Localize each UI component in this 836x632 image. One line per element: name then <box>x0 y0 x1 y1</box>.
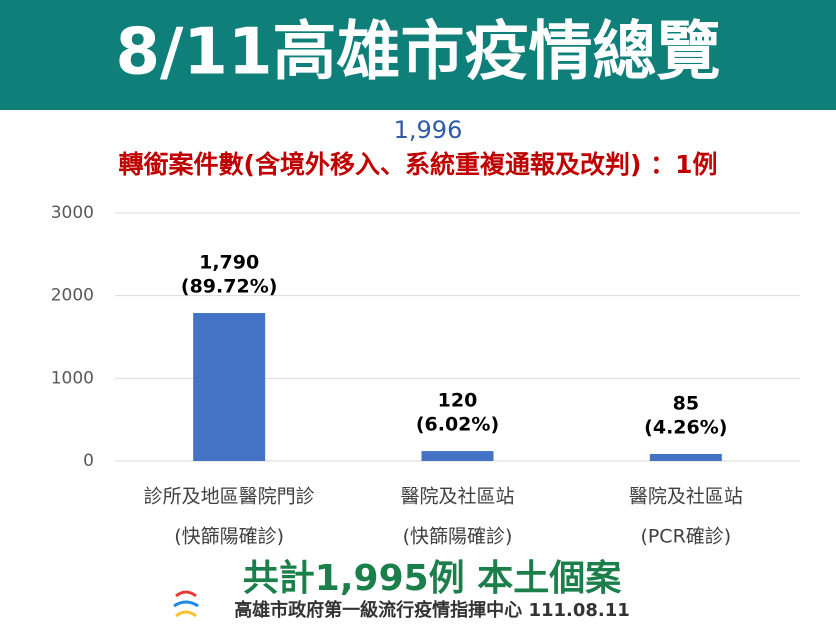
x-tick-label: 醫院及社區站 <box>629 486 743 508</box>
x-tick-label: 診所及地區醫院門診 <box>144 486 315 508</box>
x-tick-note: (快篩陽確診) <box>403 526 513 548</box>
chart-title: 8/11高雄市疫情總覽 <box>116 16 721 90</box>
value-label: 85 <box>673 392 699 414</box>
y-tick-label: 1000 <box>51 368 94 388</box>
percent-label: (89.72%) <box>181 276 278 298</box>
y-tick-label: 2000 <box>51 286 94 306</box>
bar <box>193 313 266 461</box>
x-tick-note: (快篩陽確診) <box>174 526 284 548</box>
source: 高雄市政府第一級流行疫情指揮中心 111.08.11 <box>234 599 630 621</box>
total-label: 1,996 <box>394 116 463 144</box>
y-tick-label: 0 <box>83 451 94 471</box>
summary: 共計1,995例 本土個案 <box>243 558 622 599</box>
x-tick-note: (PCR確診) <box>640 526 731 548</box>
header-band <box>0 0 836 110</box>
note: 轉銜案件數(含境外移入、系統重複通報及改判) ：1例 <box>119 150 718 179</box>
bar <box>649 453 722 461</box>
bar <box>421 451 494 461</box>
y-tick-label: 3000 <box>51 203 94 223</box>
logo <box>173 590 199 618</box>
value-label: 120 <box>438 390 478 412</box>
percent-label: (6.02%) <box>416 414 499 436</box>
percent-label: (4.26%) <box>644 416 727 438</box>
value-label: 1,790 <box>199 252 259 274</box>
x-tick-label: 醫院及社區站 <box>400 486 514 508</box>
